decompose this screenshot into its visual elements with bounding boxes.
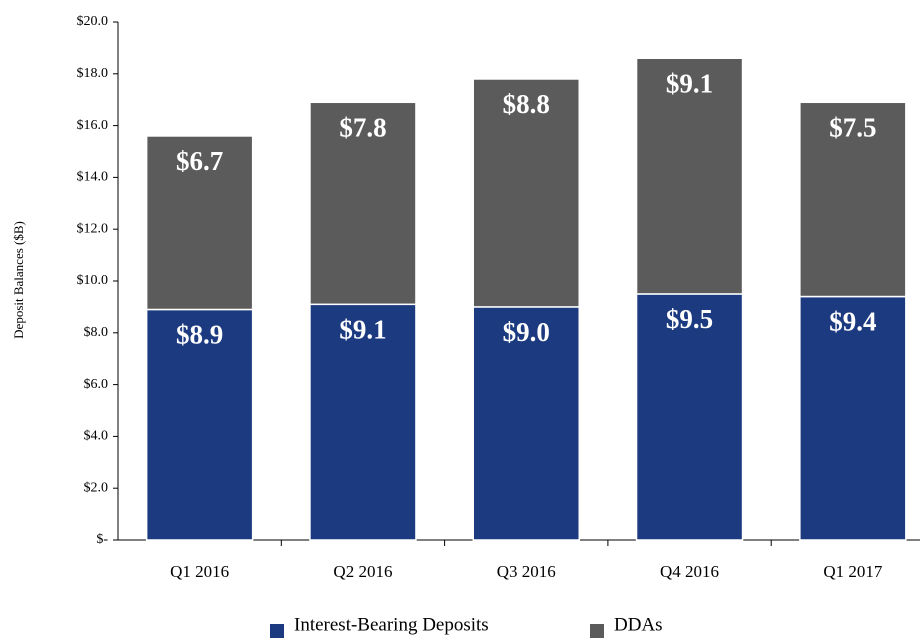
legend-label: Interest-Bearing Deposits	[294, 614, 489, 635]
y-tick-label: $18.0	[77, 66, 109, 81]
x-tick-label: Q1 2017	[823, 562, 883, 581]
y-tick-label: $12.0	[77, 221, 109, 236]
legend-label: DDAs	[614, 614, 663, 635]
y-axis-label: Deposit Balances ($B)	[11, 221, 26, 339]
legend-swatch	[590, 624, 604, 638]
bar-segment	[472, 306, 580, 541]
y-tick-label: $2.0	[84, 480, 109, 495]
x-tick-label: Q3 2016	[497, 562, 556, 581]
y-tick-label: $16.0	[77, 118, 109, 133]
value-label: $9.4	[829, 307, 876, 337]
value-label: $6.7	[176, 146, 223, 176]
x-tick-label: Q4 2016	[660, 562, 719, 581]
y-tick-label: $10.0	[77, 273, 109, 288]
bar-segment	[635, 57, 744, 295]
bar-segment	[472, 78, 580, 308]
bar-segment	[309, 303, 417, 541]
legend-swatch	[270, 624, 284, 638]
bar-segment	[799, 295, 907, 541]
y-tick-label: $6.0	[84, 377, 109, 392]
bar-segment	[145, 308, 254, 541]
y-tick-label: $4.0	[84, 429, 109, 444]
x-tick-label: Q1 2016	[170, 562, 229, 581]
bar-segment	[309, 101, 417, 306]
x-tick-label: Q2 2016	[333, 562, 392, 581]
bar-segment	[799, 101, 907, 298]
value-label: $9.0	[503, 317, 550, 347]
value-label: $7.5	[829, 112, 876, 142]
value-label: $9.5	[666, 304, 713, 334]
value-label: $7.8	[339, 112, 386, 142]
value-label: $9.1	[339, 315, 386, 345]
bar-segment	[145, 135, 254, 311]
y-tick-label: $-	[96, 532, 108, 547]
y-tick-label: $8.0	[84, 325, 109, 340]
value-label: $8.8	[503, 89, 550, 119]
value-label: $8.9	[176, 320, 223, 350]
value-label: $9.1	[666, 68, 713, 98]
y-tick-label: $20.0	[77, 14, 109, 29]
y-tick-label: $14.0	[77, 170, 109, 185]
